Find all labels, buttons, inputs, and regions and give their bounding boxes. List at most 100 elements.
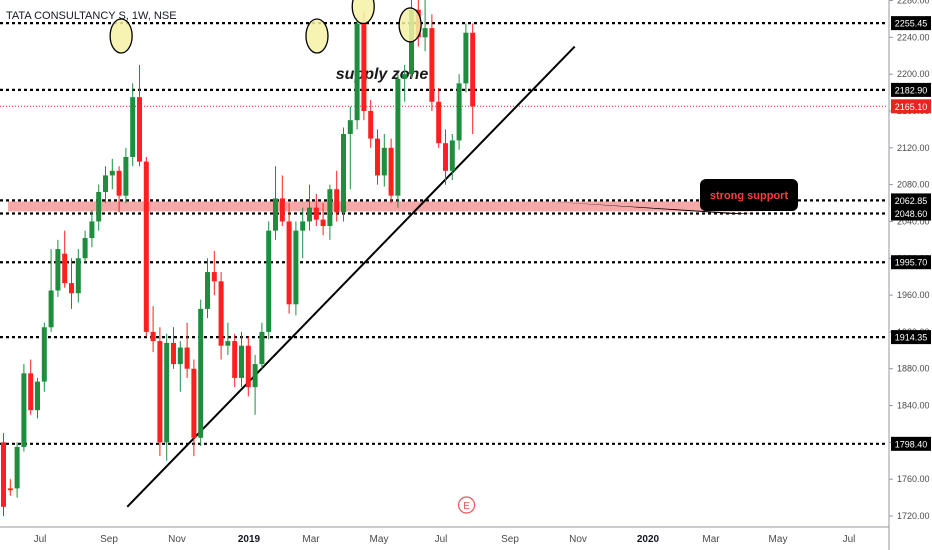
candle-body (307, 207, 312, 222)
candle-body (402, 74, 408, 79)
candle (334, 170, 340, 222)
candle-body (109, 170, 115, 176)
candle (96, 184, 102, 231)
price-level-tag-label: 2062.85 (895, 196, 928, 206)
candle-body (82, 238, 88, 259)
candle-body (75, 258, 81, 294)
highlight-circle (109, 18, 133, 54)
candle-body (21, 373, 27, 447)
candle-body (35, 381, 40, 411)
candle (211, 250, 217, 296)
candle (130, 83, 136, 167)
candle (429, 14, 435, 111)
time-tick-label: Nov (569, 534, 587, 545)
price-tick-label: 2120.00 (897, 143, 930, 153)
candle (21, 364, 27, 452)
candle (388, 138, 394, 204)
candle (279, 175, 285, 227)
candle-body (7, 488, 13, 491)
price-tick-label: 2200.00 (897, 69, 930, 79)
candle (443, 129, 448, 185)
time-tick-label: Sep (100, 534, 118, 545)
price-tick-label: 1960.00 (897, 290, 930, 300)
candle-body (279, 198, 285, 222)
candle (14, 442, 20, 498)
price-level-tag: 2255.45 (891, 16, 931, 31)
earnings-marker (457, 496, 476, 514)
candle-body (354, 23, 360, 121)
callout-label: strong support (710, 190, 789, 202)
candle-body (252, 364, 258, 388)
candle-body (334, 189, 340, 213)
candles-layer (1, 0, 476, 516)
candle-body (245, 345, 251, 388)
price-level-tag: 2182.90 (891, 82, 931, 97)
candle (300, 207, 306, 259)
candle-body (422, 28, 428, 38)
candle-body (191, 368, 197, 438)
price-tick-label: 1880.00 (897, 364, 930, 374)
price-level-tag-label: 1914.35 (895, 333, 928, 343)
price-tick-label: 1760.00 (897, 474, 930, 484)
candle-body (103, 175, 108, 192)
callout-layer: strong support (544, 179, 798, 214)
price-level-tag-bg (891, 330, 931, 345)
candle-body (361, 23, 367, 111)
candle-body (137, 97, 142, 162)
candle (218, 272, 224, 360)
candle-body (48, 290, 54, 328)
time-tick-label: Mar (702, 534, 720, 545)
candle-body (395, 78, 401, 196)
candle (41, 322, 47, 392)
candle-body (375, 138, 380, 176)
supply-zone-label: supply zone (336, 66, 429, 83)
candle-body (327, 189, 333, 227)
candle-body (41, 327, 47, 382)
candle-body (368, 110, 374, 139)
candle (35, 377, 40, 419)
price-level-tag-bg (891, 436, 931, 451)
candle-body (150, 331, 156, 342)
candle (69, 258, 74, 309)
candle (327, 184, 333, 240)
candle-body (436, 101, 442, 144)
candle-body (55, 249, 61, 291)
candle-body (313, 207, 319, 220)
price-axis[interactable]: 1720.001760.001800.001840.001880.001920.… (888, 0, 932, 550)
price-axis-bg (889, 0, 932, 550)
support-zone (8, 201, 758, 212)
candle (232, 333, 238, 388)
price-level-tag-label: 2182.90 (895, 85, 928, 95)
price-level-tag-bg (891, 99, 931, 114)
candle-body (96, 191, 102, 222)
candle (252, 354, 258, 415)
candle-body (1, 442, 6, 507)
candle (103, 166, 108, 204)
price-level-tag-label: 2048.60 (895, 209, 928, 219)
candle (116, 166, 122, 213)
candle-body (62, 253, 68, 284)
candle-body (347, 120, 353, 134)
candle (259, 322, 265, 369)
candle (171, 327, 176, 369)
candle-body (225, 341, 231, 346)
price-tick-label: 1720.00 (897, 511, 930, 521)
highlight-circle (305, 18, 329, 54)
price-tick-label: 2280.00 (897, 0, 930, 6)
candle (191, 359, 197, 457)
price-level-tag-bg (891, 206, 931, 221)
price-level-tag: 1914.35 (891, 330, 931, 345)
candle (361, 11, 367, 121)
price-level-tag: 2165.10 (891, 99, 931, 114)
callout-pointer (544, 201, 752, 214)
candle (354, 17, 360, 130)
candle-body (320, 219, 326, 227)
time-axis[interactable]: Jul Sep Nov 2019 Mar May Jul Sep Nov 2020 Mar May Ju… (0, 526, 889, 545)
candle (375, 129, 380, 185)
candle (422, 0, 428, 52)
candle-body (429, 28, 435, 102)
candle-body (198, 308, 204, 438)
candle (82, 230, 88, 263)
price-level-tag-label: 2255.45 (895, 19, 928, 29)
